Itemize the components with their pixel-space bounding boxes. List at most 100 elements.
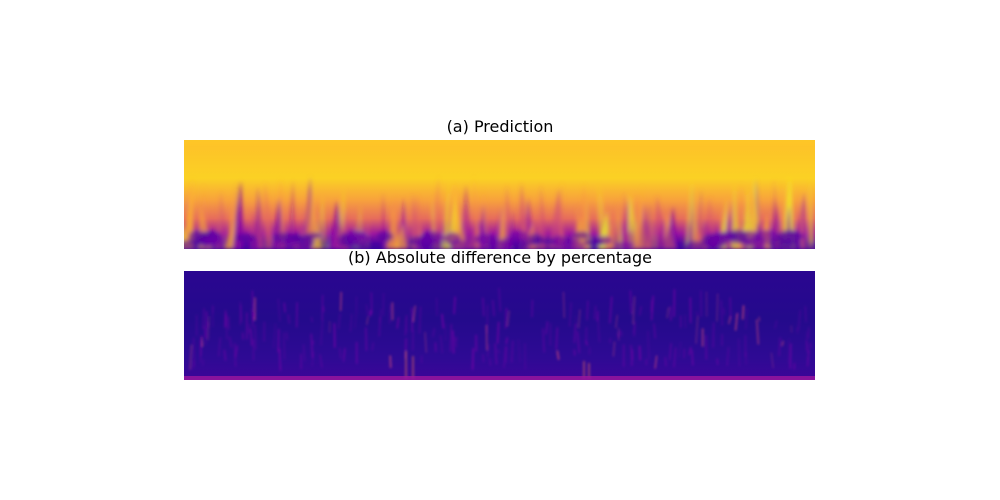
difference-texture-streak [806,340,809,354]
difference-texture-streak [199,339,202,363]
difference-texture-streak [337,313,341,329]
prediction-texture-streak [809,204,815,249]
difference-texture-streak [202,308,205,330]
difference-texture-streak [585,340,589,346]
difference-texture-streak [666,307,669,319]
difference-texture-streak [517,339,521,363]
difference-texture-streak [505,337,508,345]
difference-texture-streak [653,323,656,339]
prediction-texture-streak [600,187,608,249]
difference-texture-streak [339,291,342,312]
prediction-texture-blob [683,240,704,249]
difference-texture-streak [389,355,392,368]
difference-texture-streak [449,324,453,352]
difference-texture-streak [778,337,781,357]
difference-texture-streak [365,327,367,351]
difference-texture-streak [496,321,500,344]
prediction-texture-blob [518,241,529,249]
difference-texture-streak [248,324,251,334]
difference-texture-streak [542,328,545,353]
difference-texture-streak [418,306,422,334]
difference-texture-streak [647,331,650,360]
prediction-texture-streak [559,180,563,249]
prediction-texture-streak [621,190,631,249]
difference-texture-streak [504,308,508,329]
difference-texture-streak [498,287,501,312]
difference-texture-streak [207,316,210,341]
difference-texture-streak [804,306,807,323]
difference-texture-streak [338,347,342,359]
difference-texture-streak [573,349,576,356]
difference-texture-streak [193,337,195,367]
difference-texture-streak [494,343,498,365]
difference-texture-streak [311,352,315,367]
difference-texture-streak [223,349,227,361]
difference-texture-streak [612,341,616,357]
prediction-texture-blob [198,237,219,244]
prediction-texture-blob [486,238,508,249]
prediction-texture-streak [654,218,665,249]
difference-texture-streak [489,358,491,366]
prediction-texture-blob [443,232,461,246]
difference-texture-streak [412,305,416,323]
difference-texture-streak [741,305,745,320]
prediction-texture-streak [618,208,623,249]
difference-texture-streak [575,316,578,327]
difference-texture-streak [212,306,214,314]
difference-texture-streak [503,346,506,369]
difference-texture-streak [277,298,281,322]
difference-texture-streak [650,295,654,321]
difference-texture-streak [253,312,256,317]
difference-texture-streak [343,348,346,358]
difference-texture-streak [396,317,400,329]
difference-texture-streak [234,345,239,358]
prediction-texture-blob [337,234,351,248]
difference-texture-streak [745,309,748,330]
difference-texture-streak [254,324,257,350]
difference-texture-streak [424,331,427,353]
difference-texture-streak [432,328,436,337]
difference-texture-streak [239,301,243,322]
prediction-texture-blob [184,240,200,249]
difference-texture-streak [249,328,253,346]
difference-texture-streak [492,300,495,317]
difference-texture-streak [310,316,314,323]
prediction-texture-blob [776,229,802,246]
difference-heatmap-base [184,271,815,380]
difference-texture-streak [556,350,560,360]
difference-texture-streak [228,336,233,348]
difference-texture-streak [354,313,357,329]
difference-texture-streak [688,346,692,356]
prediction-texture-blob [573,231,590,240]
prediction-texture-blob [377,231,394,242]
difference-texture-streak [278,348,282,371]
difference-texture-streak [251,290,254,320]
difference-texture-streak [285,332,288,340]
difference-texture-streak [712,322,715,348]
prediction-texture-blob [419,230,444,245]
difference-texture-streak [287,314,291,324]
difference-texture-streak [283,332,285,360]
difference-texture-streak [452,330,455,354]
difference-heatmap-svg [184,271,815,380]
prediction-texture-streak [184,177,195,249]
difference-texture-streak [302,344,306,362]
prediction-texture-blob [533,237,556,245]
prediction-texture-blob [583,238,604,247]
prediction-texture-blob [346,233,372,245]
prediction-texture-streak [540,183,548,249]
prediction-texture-streak [393,223,407,249]
difference-texture-streak [629,290,633,315]
difference-texture-streak [716,358,719,365]
difference-texture-streak [695,316,699,344]
difference-texture-streak [202,359,205,366]
difference-texture-streak [218,337,221,357]
prediction-heatmap-top-band [184,140,815,145]
difference-texture-streak [283,302,286,313]
difference-texture-streak [788,338,790,364]
difference-texture-streak [617,327,620,342]
difference-texture-streak [673,347,677,368]
difference-texture-streak [320,319,323,346]
difference-texture-streak [593,305,597,320]
difference-texture-streak [379,308,382,324]
